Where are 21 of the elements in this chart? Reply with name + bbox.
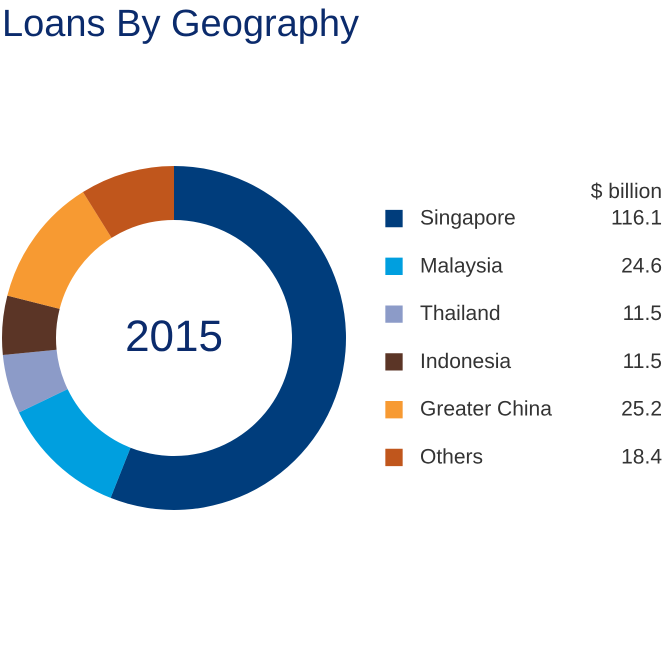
legend-label: Others xyxy=(420,445,484,468)
legend-title: $ billion xyxy=(590,180,662,203)
donut-slice xyxy=(7,192,112,309)
donut-slice xyxy=(18,389,131,498)
data-label: 11.5 xyxy=(622,350,662,373)
donut-slice xyxy=(2,296,60,356)
text: 2015 xyxy=(125,312,223,361)
data-label: 11.5 xyxy=(622,302,662,326)
data-label: 116.1 xyxy=(611,206,662,230)
legend-label: Greater China xyxy=(420,398,552,421)
donut-slice xyxy=(110,166,346,510)
donut-slice xyxy=(2,350,68,412)
data-label: 24.6 xyxy=(621,254,662,278)
data-label: 18.4 xyxy=(621,445,662,468)
legend-label: Indonesia xyxy=(420,350,512,373)
chart-title: Loans By Geography xyxy=(2,3,360,45)
data-label: 25.2 xyxy=(621,398,662,421)
donut-slice xyxy=(82,166,174,238)
legend-label: Thailand xyxy=(420,302,501,326)
legend-label: Singapore xyxy=(420,206,516,230)
legend-label: Malaysia xyxy=(420,254,504,278)
